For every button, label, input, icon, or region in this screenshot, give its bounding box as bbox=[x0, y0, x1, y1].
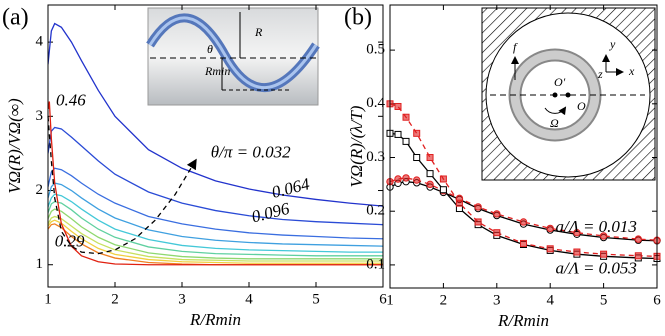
inset-label: Rmin bbox=[204, 64, 230, 78]
y-tick-label: 0.2 bbox=[366, 203, 385, 219]
marker bbox=[634, 235, 643, 243]
x-tick-label: 4 bbox=[546, 292, 554, 308]
panel-label: (b) bbox=[344, 5, 372, 31]
x-tick-label: 3 bbox=[178, 291, 186, 307]
annotation: 0.29 bbox=[55, 231, 85, 250]
marker bbox=[402, 137, 410, 145]
x-tick-label: 2 bbox=[440, 292, 448, 308]
marker bbox=[493, 229, 501, 237]
inset-label: O′ bbox=[554, 75, 566, 89]
inset-label: R bbox=[254, 25, 263, 39]
series-line bbox=[48, 193, 383, 253]
inset-label: f bbox=[513, 40, 518, 54]
marker bbox=[394, 102, 402, 110]
inset-label: z bbox=[597, 67, 603, 81]
x-tick-label: 3 bbox=[493, 292, 501, 308]
marker bbox=[426, 170, 434, 178]
series-group bbox=[48, 22, 383, 266]
annotation: a/Λ = 0.053 bbox=[556, 259, 637, 278]
series-line bbox=[48, 208, 383, 260]
x-tick-label: 6 bbox=[379, 291, 387, 307]
marker bbox=[426, 154, 434, 162]
annotation: θ/π = 0.032 bbox=[211, 142, 291, 161]
inset-b bbox=[481, 7, 656, 181]
marker bbox=[546, 245, 554, 253]
y-tick-label: 0.5 bbox=[366, 42, 385, 58]
panel-label: (a) bbox=[2, 5, 29, 31]
x-tick-label: 5 bbox=[312, 291, 320, 307]
y-tick-label: 0.4 bbox=[366, 95, 385, 111]
series-line bbox=[47, 116, 197, 255]
series-line bbox=[48, 167, 383, 240]
marker bbox=[455, 199, 463, 207]
inset-label: Ω bbox=[550, 116, 559, 130]
series-line bbox=[48, 219, 383, 264]
marker bbox=[426, 180, 434, 189]
series-line bbox=[48, 215, 383, 262]
series-line bbox=[48, 22, 383, 207]
x-tick-label: 2 bbox=[111, 291, 119, 307]
marker bbox=[439, 186, 447, 194]
y-tick-label: 3 bbox=[36, 108, 44, 124]
marker bbox=[493, 210, 501, 218]
x-tick-label: 1 bbox=[44, 291, 52, 307]
series-line bbox=[48, 182, 383, 247]
marker bbox=[634, 252, 642, 260]
series-line bbox=[48, 101, 383, 266]
plot: 1 2 3 4 5 6 0.1 0.2 0.3 0.4 0.5 a/Λ = 0.013 a/Λ = 0.… bbox=[344, 4, 661, 330]
inset-label: O bbox=[577, 99, 586, 113]
marker bbox=[546, 224, 554, 233]
marker bbox=[474, 203, 482, 211]
x-tick-label: 6 bbox=[653, 292, 661, 308]
marker bbox=[573, 228, 581, 237]
y-tick-label: 0.1 bbox=[366, 256, 385, 272]
inset-label: y bbox=[609, 37, 616, 51]
y-tick-label: 2 bbox=[36, 182, 44, 198]
inset-label: x bbox=[628, 64, 635, 78]
x-axis-label: R/Rmin bbox=[497, 311, 549, 330]
y-axis-label: VΩ(R)/(λ/T) bbox=[347, 105, 366, 187]
x-tick-label: 1 bbox=[386, 292, 394, 308]
x-tick-label: 5 bbox=[600, 292, 608, 308]
inset-label: θ bbox=[207, 42, 213, 56]
marker bbox=[394, 175, 402, 183]
marker bbox=[413, 154, 421, 162]
y-tick-label: 1 bbox=[36, 256, 44, 272]
x-axis-label: R/Rmin bbox=[189, 310, 241, 329]
marker bbox=[394, 130, 402, 138]
y-tick-label: 0.3 bbox=[366, 149, 385, 165]
marker bbox=[519, 218, 528, 226]
marker bbox=[599, 232, 608, 240]
marker bbox=[474, 218, 482, 226]
axes-frame bbox=[389, 4, 658, 289]
marker bbox=[520, 239, 527, 247]
marker bbox=[413, 129, 421, 137]
series-line bbox=[390, 103, 657, 257]
marker bbox=[439, 175, 447, 183]
marker bbox=[573, 248, 581, 256]
marker bbox=[402, 113, 410, 121]
annotation: 0.46 bbox=[56, 90, 86, 109]
axes-frame bbox=[47, 4, 384, 288]
y-axis-label: VΩ(R)/VΩ(∞) bbox=[5, 98, 24, 194]
marker bbox=[413, 176, 421, 184]
annotation: a/Λ = 0.013 bbox=[556, 217, 637, 236]
series-line bbox=[48, 126, 383, 226]
y-tick-label: 4 bbox=[36, 34, 44, 50]
inset-a bbox=[146, 7, 320, 106]
x-tick-label: 4 bbox=[245, 291, 253, 307]
annotation: 0.096 bbox=[250, 199, 292, 227]
marker bbox=[402, 174, 410, 182]
marker bbox=[600, 250, 608, 258]
